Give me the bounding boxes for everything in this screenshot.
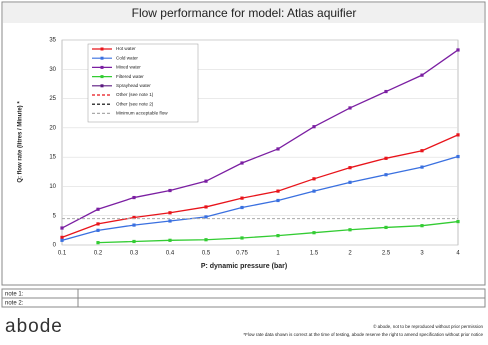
data-point (456, 219, 460, 224)
data-point (132, 239, 136, 244)
data-point (60, 238, 64, 242)
chart-title: Flow performance for model: Atlas aquifi… (132, 6, 357, 20)
legend-label: Filtered water (116, 74, 144, 79)
data-point (312, 177, 316, 181)
legend-marker (100, 56, 104, 60)
data-point (276, 147, 280, 151)
data-point (204, 179, 208, 183)
y-axis-label: Q: flow rate (litres / Minute) * (18, 101, 24, 183)
y-tick-label: 30 (49, 67, 56, 73)
data-point (456, 48, 460, 52)
legend-label: Other (see note 2) (116, 101, 154, 106)
data-point (168, 219, 172, 223)
legend-label: Mixed water (116, 65, 141, 70)
data-point (384, 156, 388, 160)
data-point (276, 198, 280, 203)
data-point (276, 234, 280, 238)
data-point (276, 189, 280, 193)
x-tick-label: 4 (456, 251, 460, 257)
data-point (348, 228, 352, 232)
y-tick-label: 25 (49, 96, 56, 102)
data-point (348, 166, 352, 170)
data-point (420, 165, 424, 169)
data-point (240, 161, 244, 165)
series-line (61, 49, 459, 229)
footer-text: *Flow rate data shown is correct at the … (243, 332, 483, 337)
data-point (132, 223, 136, 227)
logo: abode (5, 316, 63, 337)
data-point (420, 224, 424, 228)
title-bar (3, 3, 484, 23)
y-tick-label: 10 (49, 184, 56, 190)
data-point (204, 215, 208, 219)
data-point (420, 149, 424, 153)
x-tick-label: 0.2 (94, 251, 103, 257)
x-tick-label: 2 (348, 251, 352, 257)
x-tick-label: 0.3 (130, 251, 139, 257)
data-point (96, 207, 100, 211)
y-tick-label: 15 (49, 155, 56, 161)
data-point (312, 231, 316, 235)
x-tick-label: 2.5 (382, 251, 391, 257)
data-point (348, 180, 352, 184)
data-point (204, 205, 208, 209)
x-tick-label: 1 (276, 251, 280, 257)
legend-label: Minimum acceptable flow (116, 111, 168, 116)
footer-text: © abode, not to be reproduced without pr… (373, 323, 483, 329)
y-tick-label: 5 (53, 213, 57, 219)
x-tick-label: 3 (420, 251, 424, 257)
data-point (60, 226, 64, 230)
legend-marker (100, 84, 104, 88)
data-point (456, 133, 460, 137)
data-point (96, 222, 100, 226)
data-point (132, 195, 136, 200)
legend-label: Sprayhead water (116, 83, 151, 88)
x-tick-label: 0.4 (166, 251, 175, 257)
data-point (204, 238, 208, 242)
data-point (96, 228, 100, 232)
data-point (384, 89, 388, 94)
y-tick-label: 35 (49, 38, 56, 44)
data-point (168, 188, 172, 193)
data-point (312, 189, 316, 193)
legend-marker (100, 75, 104, 79)
legend-marker (100, 47, 104, 51)
legend-label: Hot water (116, 46, 136, 51)
data-point (420, 73, 424, 77)
y-tick-label: 20 (49, 125, 56, 131)
data-point (456, 154, 460, 159)
data-point (132, 215, 136, 220)
x-axis-label: P: dynamic pressure (bar) (201, 263, 287, 270)
data-point (168, 211, 172, 215)
data-point (348, 106, 352, 110)
y-tick-label: 0 (53, 243, 57, 249)
data-point (384, 173, 388, 177)
series-line (61, 155, 459, 241)
data-point (96, 241, 100, 245)
x-tick-label: 0.75 (236, 251, 248, 257)
note-label: note 1: (5, 292, 24, 298)
legend-box (87, 43, 199, 123)
note-label: note 2: (5, 301, 24, 307)
data-point (384, 225, 388, 230)
legend-marker (100, 65, 104, 69)
data-point (240, 205, 244, 210)
legend-label: Cold water (116, 55, 138, 60)
x-tick-label: 0.5 (202, 251, 211, 257)
data-point (312, 125, 316, 129)
x-tick-label: 0.1 (58, 251, 67, 257)
data-point (60, 235, 64, 239)
data-point (240, 196, 244, 200)
data-point (240, 236, 244, 240)
data-point (168, 238, 172, 242)
x-tick-label: 1.5 (310, 251, 319, 257)
legend-label: Other (see note 1) (116, 92, 154, 97)
